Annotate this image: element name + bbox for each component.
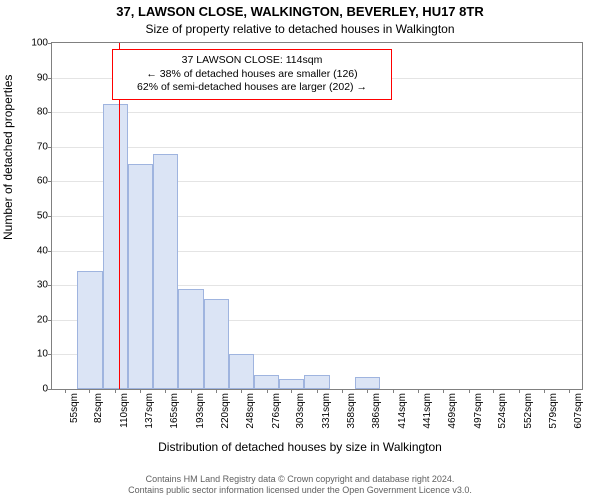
- x-tick-mark: [191, 389, 192, 393]
- x-tick-mark: [569, 389, 570, 393]
- y-tick-mark: [48, 43, 52, 44]
- x-tick-label: 276sqm: [271, 393, 282, 429]
- x-tick-label: 165sqm: [169, 393, 180, 429]
- x-tick-label: 110sqm: [119, 393, 130, 428]
- histogram-bar: [77, 271, 102, 389]
- y-tick-mark: [48, 285, 52, 286]
- y-tick-mark: [48, 112, 52, 113]
- footer-line-1: Contains HM Land Registry data © Crown c…: [8, 474, 592, 485]
- x-tick-mark: [342, 389, 343, 393]
- histogram-bar: [229, 354, 254, 389]
- x-tick-mark: [140, 389, 141, 393]
- x-tick-mark: [493, 389, 494, 393]
- y-axis-label: Number of detached properties: [1, 75, 15, 240]
- x-tick-label: 82sqm: [93, 393, 104, 423]
- x-tick-label: 441sqm: [422, 393, 433, 429]
- x-tick-mark: [367, 389, 368, 393]
- x-tick-label: 607sqm: [573, 393, 584, 429]
- histogram-bar: [103, 104, 128, 389]
- x-tick-mark: [443, 389, 444, 393]
- x-tick-mark: [418, 389, 419, 393]
- annotation-line: ← 38% of detached houses are smaller (12…: [121, 68, 383, 82]
- x-tick-label: 220sqm: [220, 393, 231, 429]
- x-tick-mark: [89, 389, 90, 393]
- x-tick-mark: [115, 389, 116, 393]
- page-subtitle: Size of property relative to detached ho…: [0, 22, 600, 36]
- page-title: 37, LAWSON CLOSE, WALKINGTON, BEVERLEY, …: [0, 4, 600, 19]
- x-tick-label: 497sqm: [473, 393, 484, 429]
- chart-plot-area: 010203040506070809010055sqm82sqm110sqm13…: [51, 42, 583, 390]
- footer-attribution: Contains HM Land Registry data © Crown c…: [8, 474, 592, 497]
- x-axis-label: Distribution of detached houses by size …: [0, 440, 600, 454]
- x-tick-mark: [393, 389, 394, 393]
- y-tick-mark: [48, 320, 52, 321]
- annotation-box: 37 LAWSON CLOSE: 114sqm← 38% of detached…: [112, 49, 392, 100]
- annotation-line: 62% of semi-detached houses are larger (…: [121, 81, 383, 95]
- y-tick-mark: [48, 147, 52, 148]
- x-tick-mark: [317, 389, 318, 393]
- x-tick-label: 193sqm: [195, 393, 206, 429]
- x-tick-label: 552sqm: [523, 393, 534, 429]
- histogram-bar: [279, 379, 304, 389]
- histogram-bar: [254, 375, 279, 389]
- y-tick-mark: [48, 181, 52, 182]
- x-tick-label: 469sqm: [447, 393, 458, 429]
- x-tick-label: 414sqm: [397, 393, 408, 429]
- x-tick-label: 55sqm: [69, 393, 80, 423]
- y-tick-mark: [48, 251, 52, 252]
- histogram-bar: [355, 377, 380, 389]
- footer-line-2: Contains public sector information licen…: [8, 485, 592, 496]
- x-tick-mark: [469, 389, 470, 393]
- x-tick-mark: [544, 389, 545, 393]
- histogram-bar: [153, 154, 178, 389]
- x-tick-label: 331sqm: [321, 393, 332, 429]
- x-tick-label: 358sqm: [346, 393, 357, 429]
- y-tick-mark: [48, 354, 52, 355]
- x-tick-label: 524sqm: [497, 393, 508, 429]
- y-tick-mark: [48, 216, 52, 217]
- x-tick-mark: [216, 389, 217, 393]
- x-tick-mark: [267, 389, 268, 393]
- histogram-bar: [304, 375, 329, 389]
- histogram-bar: [178, 289, 203, 389]
- x-tick-label: 137sqm: [144, 393, 155, 429]
- x-tick-label: 248sqm: [245, 393, 256, 429]
- y-tick-mark: [48, 78, 52, 79]
- gridline: [52, 112, 582, 113]
- x-tick-mark: [241, 389, 242, 393]
- x-tick-mark: [291, 389, 292, 393]
- x-tick-label: 386sqm: [371, 393, 382, 429]
- histogram-bar: [204, 299, 229, 389]
- x-tick-mark: [65, 389, 66, 393]
- x-tick-label: 303sqm: [295, 393, 306, 429]
- gridline: [52, 147, 582, 148]
- annotation-line: 37 LAWSON CLOSE: 114sqm: [121, 54, 383, 68]
- y-tick-mark: [48, 389, 52, 390]
- x-tick-label: 579sqm: [548, 393, 559, 429]
- x-tick-mark: [165, 389, 166, 393]
- x-tick-mark: [519, 389, 520, 393]
- histogram-bar: [128, 164, 153, 389]
